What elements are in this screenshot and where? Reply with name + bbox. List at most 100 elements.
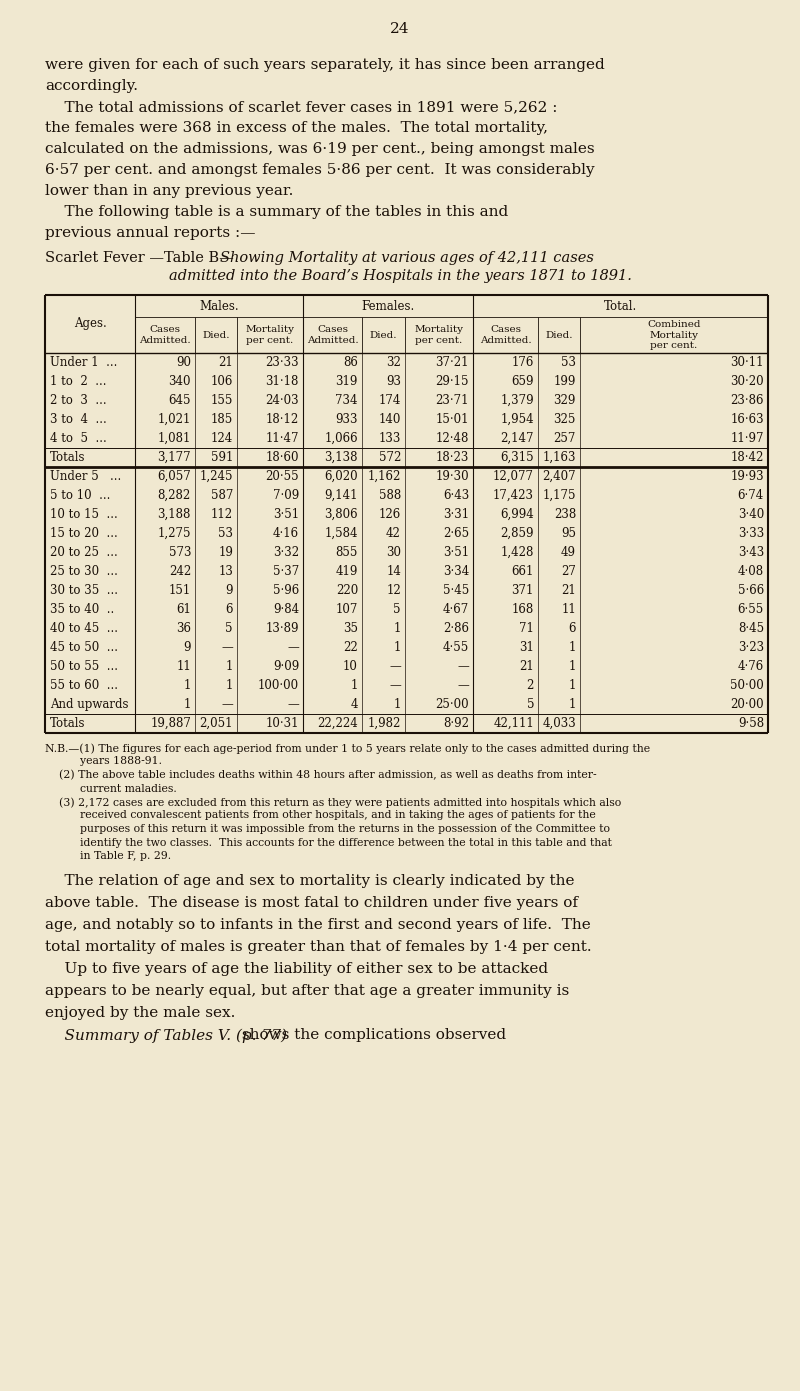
Text: 2·65: 2·65 — [443, 527, 469, 540]
Text: 3,806: 3,806 — [324, 508, 358, 522]
Text: 16·63: 16·63 — [730, 413, 764, 426]
Text: And upwards: And upwards — [50, 698, 129, 711]
Text: 5·45: 5·45 — [442, 584, 469, 597]
Text: 30 to 35  ...: 30 to 35 ... — [50, 584, 118, 597]
Text: 325: 325 — [554, 413, 576, 426]
Text: in Table F, p. 29.: in Table F, p. 29. — [45, 851, 171, 861]
Text: 112: 112 — [211, 508, 233, 522]
Text: 12·48: 12·48 — [436, 433, 469, 445]
Text: 2,051: 2,051 — [199, 716, 233, 730]
Text: Combined
Mortality
per cent.: Combined Mortality per cent. — [647, 320, 701, 351]
Text: Mortality
per cent.: Mortality per cent. — [246, 325, 294, 345]
Text: 5: 5 — [526, 698, 534, 711]
Text: 1,982: 1,982 — [368, 716, 401, 730]
Text: 155: 155 — [210, 394, 233, 408]
Text: Up to five years of age the liability of either sex to be attacked: Up to five years of age the liability of… — [45, 963, 548, 976]
Text: 6,994: 6,994 — [500, 508, 534, 522]
Text: 6: 6 — [569, 622, 576, 636]
Text: 1: 1 — [394, 641, 401, 654]
Text: 1,162: 1,162 — [368, 470, 401, 483]
Text: 50·00: 50·00 — [730, 679, 764, 691]
Text: 3·31: 3·31 — [443, 508, 469, 522]
Text: 661: 661 — [512, 565, 534, 579]
Text: shows the complications observed: shows the complications observed — [237, 1028, 506, 1042]
Text: —: — — [287, 641, 299, 654]
Text: 126: 126 — [378, 508, 401, 522]
Text: 340: 340 — [169, 376, 191, 388]
Text: 22,224: 22,224 — [318, 716, 358, 730]
Text: 11: 11 — [176, 659, 191, 673]
Text: identify the two classes.  This accounts for the difference between the total in: identify the two classes. This accounts … — [45, 837, 612, 847]
Text: 18·12: 18·12 — [266, 413, 299, 426]
Text: 37·21: 37·21 — [435, 356, 469, 369]
Text: 24: 24 — [390, 22, 410, 36]
Text: 13: 13 — [218, 565, 233, 579]
Text: 238: 238 — [554, 508, 576, 522]
Text: 86: 86 — [343, 356, 358, 369]
Text: Cases
Admitted.: Cases Admitted. — [306, 325, 358, 345]
Text: Died.: Died. — [546, 331, 573, 339]
Text: 35: 35 — [343, 622, 358, 636]
Text: Died.: Died. — [202, 331, 230, 339]
Text: 107: 107 — [336, 604, 358, 616]
Text: 6: 6 — [226, 604, 233, 616]
Text: 176: 176 — [512, 356, 534, 369]
Text: 9: 9 — [183, 641, 191, 654]
Text: 1: 1 — [569, 698, 576, 711]
Text: 3·51: 3·51 — [443, 547, 469, 559]
Text: 42: 42 — [386, 527, 401, 540]
Text: 419: 419 — [336, 565, 358, 579]
Text: Mortality
per cent.: Mortality per cent. — [414, 325, 463, 345]
Text: age, and notably so to infants in the first and second years of life.  The: age, and notably so to infants in the fi… — [45, 918, 590, 932]
Text: 19: 19 — [218, 547, 233, 559]
Text: 6·57 per cent. and amongst females 5·86 per cent.  It was considerably: 6·57 per cent. and amongst females 5·86 … — [45, 163, 594, 177]
Text: (3) 2,172 cases are excluded from this return as they were patients admitted int: (3) 2,172 cases are excluded from this r… — [45, 797, 622, 808]
Text: 1 to  2  ...: 1 to 2 ... — [50, 376, 106, 388]
Text: 42,111: 42,111 — [494, 716, 534, 730]
Text: purposes of this return it was impossible from the returns in the possession of : purposes of this return it was impossibl… — [45, 823, 610, 835]
Text: 53: 53 — [561, 356, 576, 369]
Text: 1: 1 — [184, 698, 191, 711]
Text: 5: 5 — [394, 604, 401, 616]
Text: 20 to 25  ...: 20 to 25 ... — [50, 547, 118, 559]
Text: 3·32: 3·32 — [273, 547, 299, 559]
Text: The total admissions of scarlet fever cases in 1891 were 5,262 :: The total admissions of scarlet fever ca… — [45, 100, 558, 114]
Text: 55 to 60  ...: 55 to 60 ... — [50, 679, 118, 691]
Text: 19,887: 19,887 — [150, 716, 191, 730]
Text: 8·45: 8·45 — [738, 622, 764, 636]
Text: 168: 168 — [512, 604, 534, 616]
Text: were given for each of such years separately, it has since been arranged: were given for each of such years separa… — [45, 58, 605, 72]
Text: 18·23: 18·23 — [436, 451, 469, 465]
Text: 6·74: 6·74 — [738, 490, 764, 502]
Text: 1: 1 — [569, 641, 576, 654]
Text: 29·15: 29·15 — [435, 376, 469, 388]
Text: 1: 1 — [394, 622, 401, 636]
Text: 3·34: 3·34 — [442, 565, 469, 579]
Text: The relation of age and sex to mortality is clearly indicated by the: The relation of age and sex to mortality… — [45, 875, 574, 889]
Text: 25·00: 25·00 — [435, 698, 469, 711]
Text: 140: 140 — [378, 413, 401, 426]
Text: Totals: Totals — [50, 451, 86, 465]
Text: 11·47: 11·47 — [266, 433, 299, 445]
Text: 106: 106 — [210, 376, 233, 388]
Text: 21: 21 — [562, 584, 576, 597]
Text: 19·93: 19·93 — [730, 470, 764, 483]
Text: 371: 371 — [512, 584, 534, 597]
Text: 9·09: 9·09 — [273, 659, 299, 673]
Text: 3·40: 3·40 — [738, 508, 764, 522]
Text: 18·42: 18·42 — [730, 451, 764, 465]
Text: Under 1  ...: Under 1 ... — [50, 356, 118, 369]
Text: 1: 1 — [184, 679, 191, 691]
Text: Under 5   ...: Under 5 ... — [50, 470, 122, 483]
Text: Cases
Admitted.: Cases Admitted. — [480, 325, 531, 345]
Text: 30·20: 30·20 — [730, 376, 764, 388]
Text: 3,188: 3,188 — [158, 508, 191, 522]
Text: 2,407: 2,407 — [542, 470, 576, 483]
Text: 1,245: 1,245 — [199, 470, 233, 483]
Text: 10 to 15  ...: 10 to 15 ... — [50, 508, 118, 522]
Text: calculated on the admissions, was 6·19 per cent., being amongst males: calculated on the admissions, was 6·19 p… — [45, 142, 594, 156]
Text: total mortality of males is greater than that of females by 1·4 per cent.: total mortality of males is greater than… — [45, 940, 592, 954]
Text: 3,138: 3,138 — [325, 451, 358, 465]
Text: 30·11: 30·11 — [730, 356, 764, 369]
Text: 1,163: 1,163 — [542, 451, 576, 465]
